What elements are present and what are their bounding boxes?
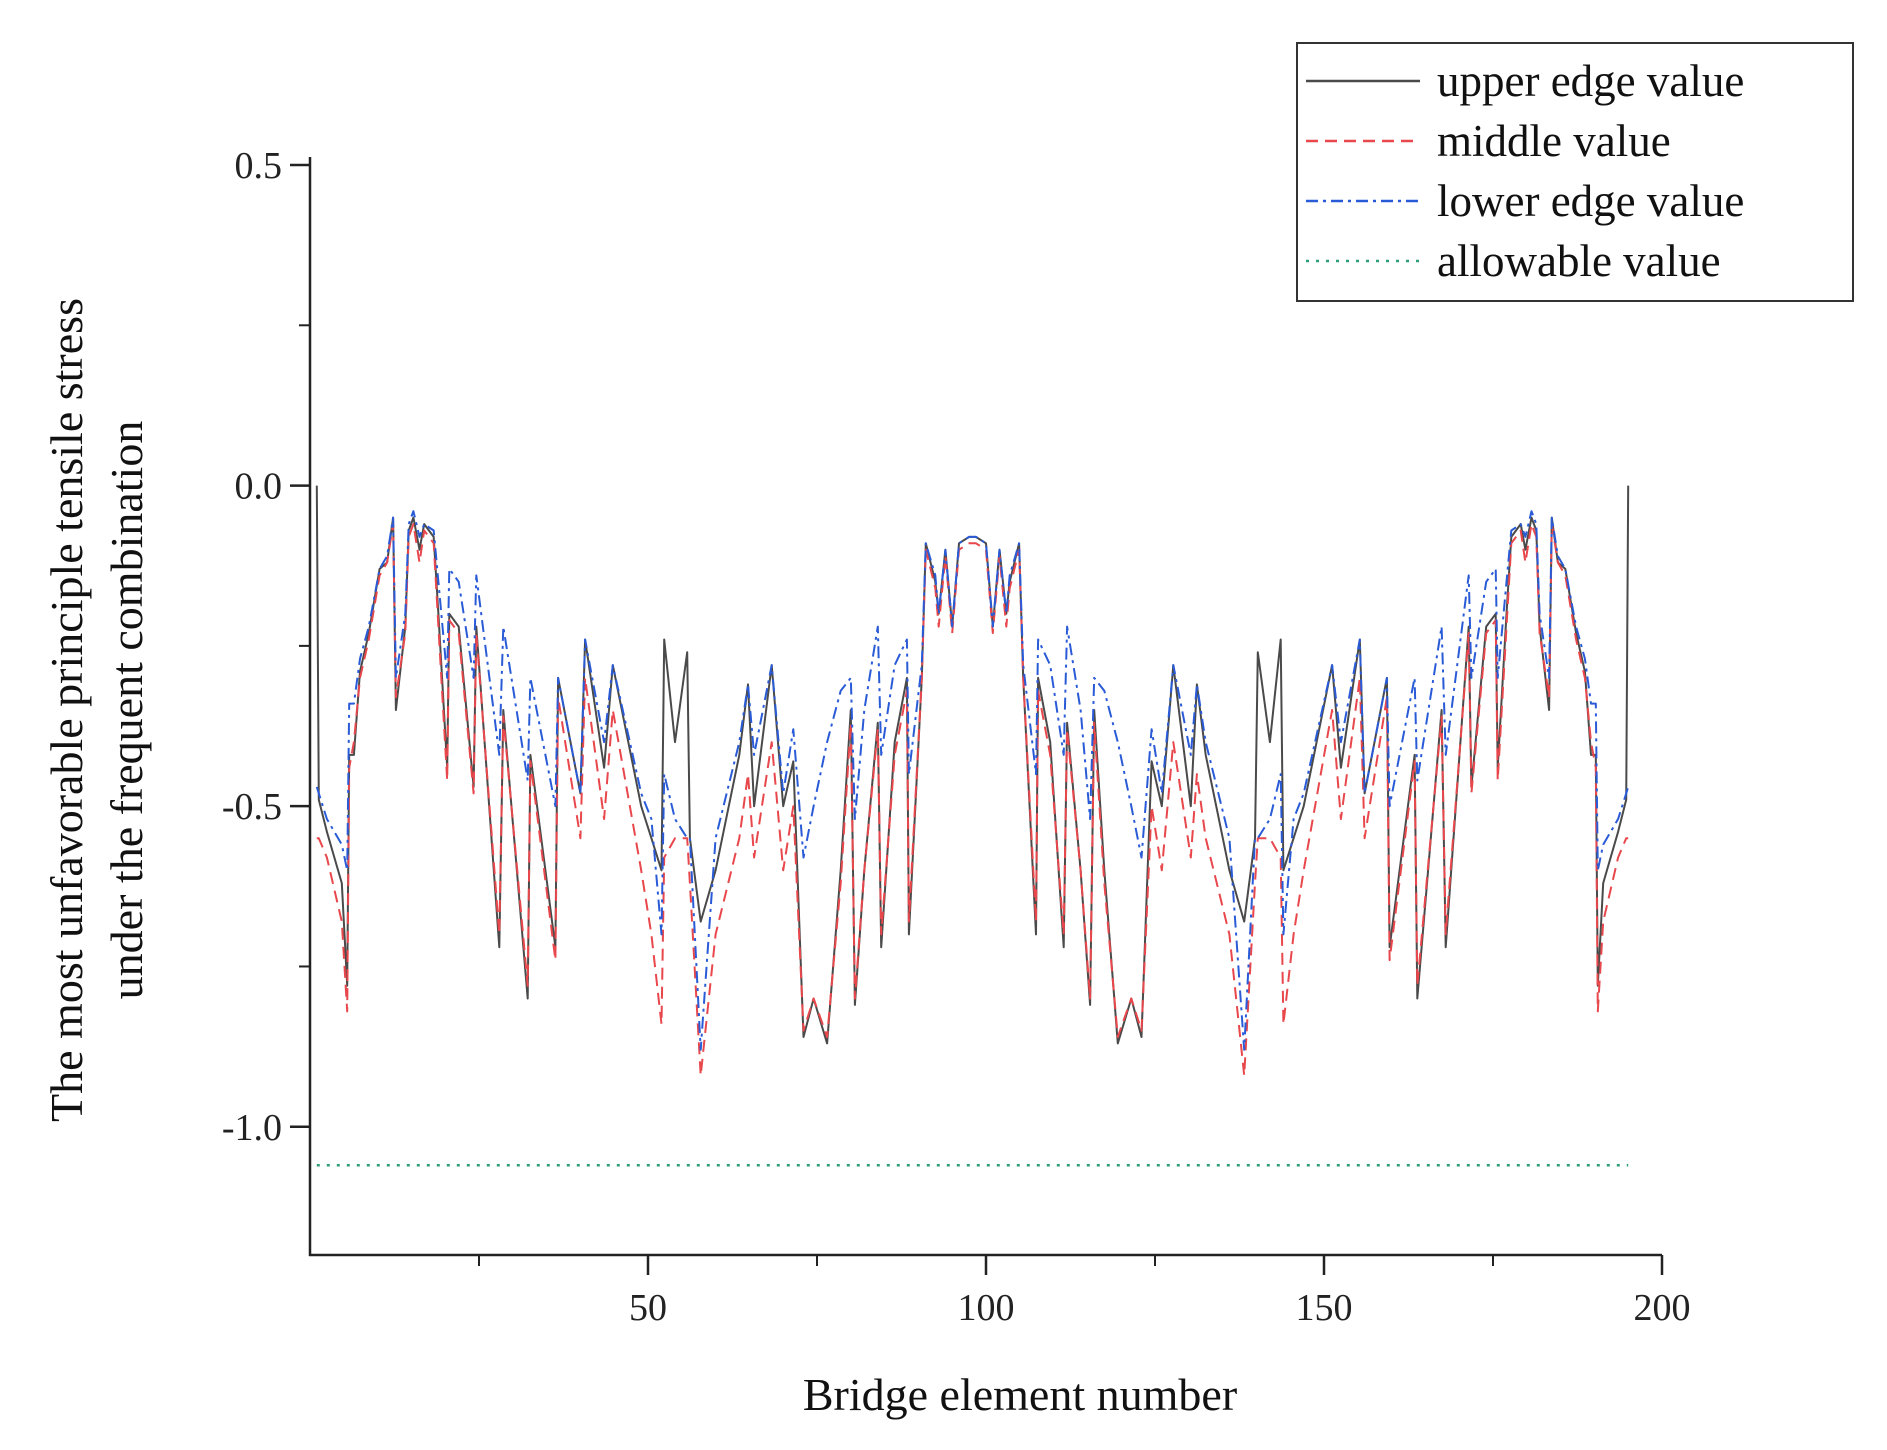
ticks: 0.5 0.0 -0.5 -1.0 50 100 150 200	[222, 145, 1691, 1329]
legend-label-lower-edge-value: lower edge value	[1437, 176, 1744, 226]
legend-label-middle-value: middle value	[1437, 116, 1671, 166]
y-tick-label: 0.5	[235, 145, 283, 187]
y-axis-title-line-2: under the frequent combination	[101, 421, 152, 1000]
legend-label-allowable-value: allowable value	[1437, 236, 1721, 286]
y-tick-label: -1.0	[222, 1107, 282, 1149]
x-axis-title: Bridge element number	[803, 1369, 1237, 1420]
x-tick-label: 50	[629, 1287, 667, 1329]
legend: upper edge value middle value lower edge v…	[1296, 42, 1854, 302]
x-tick-label: 200	[1634, 1287, 1691, 1329]
series-middle-value	[316, 523, 1629, 1077]
series-lower-edge-value	[315, 510, 1630, 1051]
axes	[308, 157, 1662, 1257]
legend-label-upper-edge-value: upper edge value	[1437, 56, 1744, 106]
y-tick-label: 0.0	[235, 466, 283, 508]
series-upper-edge-value	[315, 485, 1630, 1045]
series-layer	[315, 485, 1630, 1167]
y-axis-title: The most unfavorable principle tensile s…	[41, 298, 152, 1122]
x-tick-label: 150	[1296, 1287, 1353, 1329]
x-tick-label: 100	[958, 1287, 1015, 1329]
legend-box	[1296, 42, 1854, 302]
y-tick-label: -0.5	[222, 786, 282, 828]
y-axis-title-line-1: The most unfavorable principle tensile s…	[41, 298, 92, 1122]
